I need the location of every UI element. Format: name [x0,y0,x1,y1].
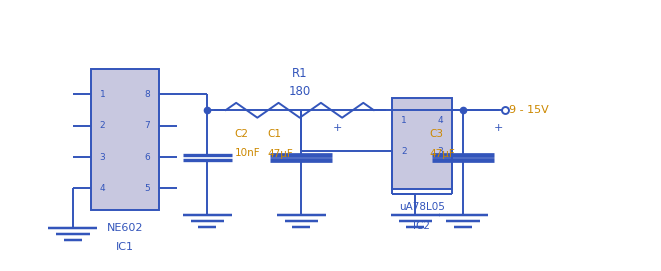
Text: NE602: NE602 [106,224,143,233]
Text: +: + [332,122,342,133]
Text: 8: 8 [144,90,150,99]
Text: 4: 4 [100,184,105,193]
Text: IC2: IC2 [413,221,430,231]
Text: C3: C3 [430,129,444,139]
Text: R1: R1 [292,67,307,80]
Bar [91,69,159,210]
Text: C1: C1 [268,129,282,139]
Text: 3: 3 [100,153,105,162]
Text: 2: 2 [401,147,407,156]
Text: 9 - 15V: 9 - 15V [509,105,549,115]
Text: 6: 6 [144,153,150,162]
Text: 10nF: 10nF [235,148,260,158]
Text: 7: 7 [144,121,150,130]
Text: 4: 4 [437,116,443,125]
Text: 47μF: 47μF [430,149,455,159]
Text: 180: 180 [289,85,311,98]
Text: +: + [494,122,504,133]
Text: C2: C2 [235,129,249,139]
Text: 3: 3 [437,147,443,156]
Bar [392,98,451,189]
Text: IC1: IC1 [116,242,134,252]
Text: 2: 2 [100,121,105,130]
Text: 1: 1 [401,116,407,125]
Text: uA78L05: uA78L05 [399,202,445,212]
Text: 5: 5 [144,184,150,193]
Text: 1: 1 [100,90,105,99]
Text: 47μF: 47μF [268,149,293,159]
